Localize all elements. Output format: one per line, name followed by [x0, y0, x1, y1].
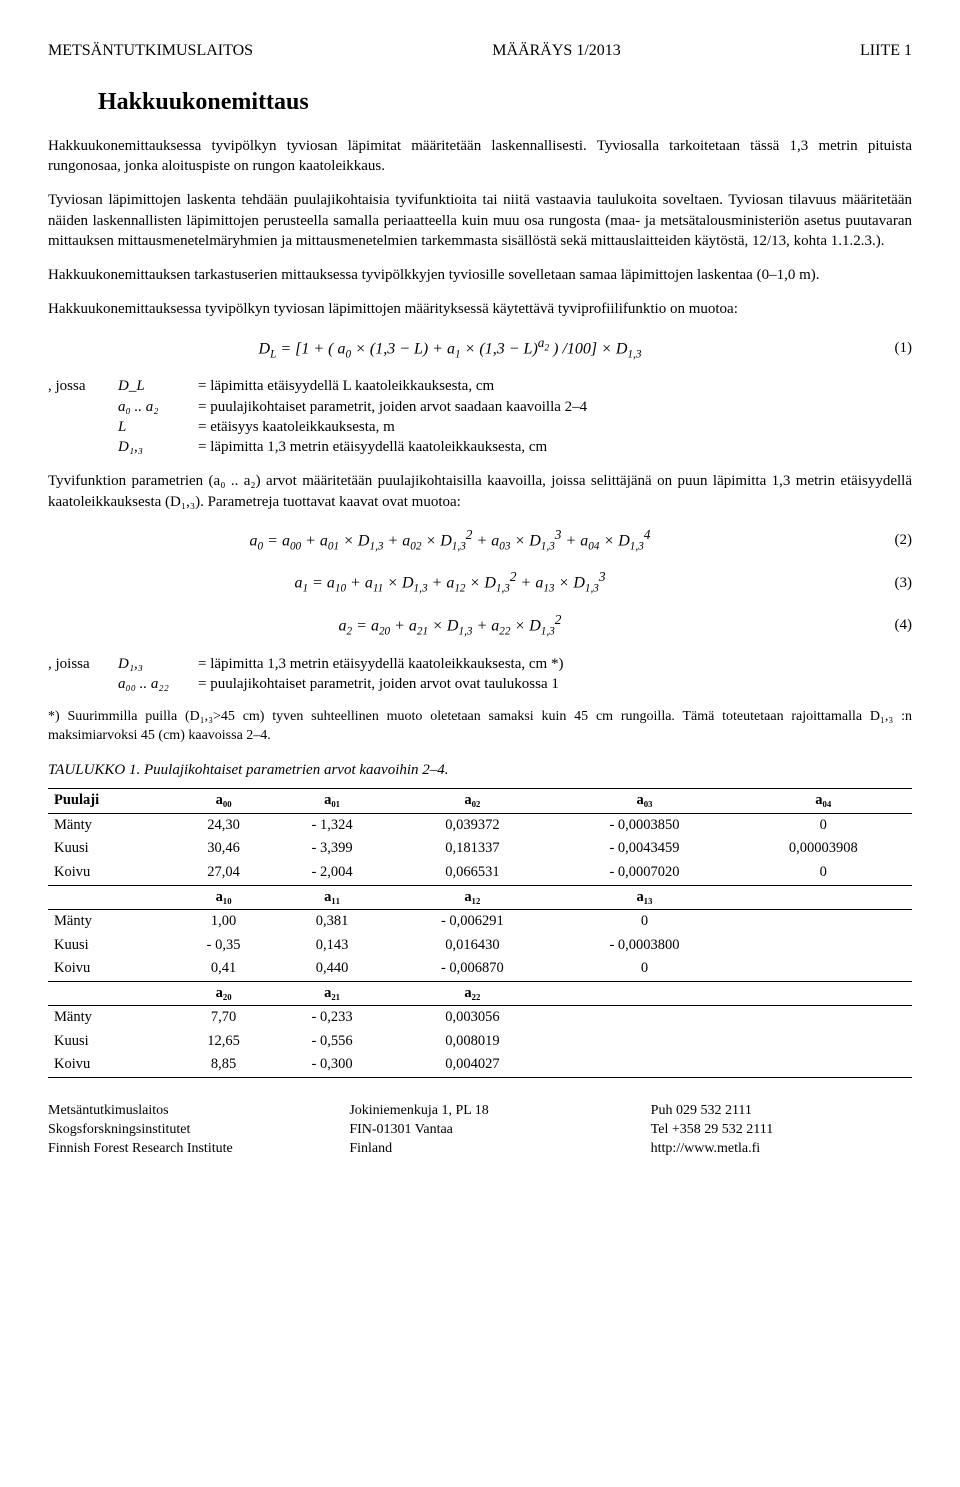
page-title: Hakkuukonemittaus — [98, 86, 912, 118]
table-row: Mänty24,30- 1,3240,039372- 0,00038500 — [48, 813, 912, 837]
table-row: Mänty7,70- 0,2330,003056 — [48, 1006, 912, 1030]
definitions-2: , joissa D₁,₃= läpimitta 1,3 metrin etäi… — [48, 654, 912, 695]
def-text: = puulajikohtaiset parametrit, joiden ar… — [198, 674, 912, 694]
table-caption: TAULUKKO 1. Puulajikohtaiset parametrien… — [48, 760, 912, 780]
formula-4-body: a2 = a20 + a21 × D1,3 + a22 × D1,32 — [48, 611, 852, 640]
paragraph-4: Hakkuukonemittauksessa tyvipölkyn tyvios… — [48, 299, 912, 319]
def-text: = puulajikohtaiset parametrit, joiden ar… — [198, 397, 912, 417]
def-lead-2: , joissa — [48, 654, 118, 695]
formula-1-body: DL = [1 + ( a0 × (1,3 − L) + a1 × (1,3 −… — [48, 334, 852, 363]
def-sym: L — [118, 417, 198, 437]
footer-col-1: Metsäntutkimuslaitos Skogsforskningsinst… — [48, 1102, 309, 1159]
def-sym: a₀₀ .. a₂₂ — [118, 674, 198, 694]
table-row: Koivu27,04- 2,0040,066531- 0,00070200 — [48, 861, 912, 885]
def-lead-1: , jossa — [48, 376, 118, 457]
page-footer: Metsäntutkimuslaitos Skogsforskningsinst… — [48, 1102, 912, 1159]
def-sym: D₁,₃ — [118, 654, 198, 674]
formula-2-body: a0 = a00 + a01 × D1,3 + a02 × D1,32 + a0… — [48, 526, 852, 555]
def-sym: a₀ .. a₂ — [118, 397, 198, 417]
formula-3-number: (3) — [852, 573, 912, 593]
table-row: Kuusi12,65- 0,5560,008019 — [48, 1030, 912, 1054]
formula-3-body: a1 = a10 + a11 × D1,3 + a12 × D1,32 + a1… — [48, 568, 852, 597]
table-row: Koivu8,85- 0,3000,004027 — [48, 1053, 912, 1077]
formula-2: a0 = a00 + a01 × D1,3 + a02 × D1,32 + a0… — [48, 526, 912, 555]
header-center: MÄÄRÄYS 1/2013 — [492, 40, 620, 62]
table-header-1: Puulaji a₀₀ a₀₁ a₀₂ a₀₃ a₀₄ — [48, 789, 912, 814]
paragraph-3: Hakkuukonemittauksen tarkastuserien mitt… — [48, 265, 912, 285]
formula-4: a2 = a20 + a21 × D1,3 + a22 × D1,32 (4) — [48, 611, 912, 640]
def-sym: D₁,₃ — [118, 437, 198, 457]
footer-col-3: Puh 029 532 2111 Tel +358 29 532 2111 ht… — [651, 1102, 912, 1159]
footer-col-2: Jokiniemenkuja 1, PL 18 FIN-01301 Vantaa… — [349, 1102, 610, 1159]
header-right: LIITE 1 — [860, 40, 912, 62]
formula-4-number: (4) — [852, 615, 912, 635]
def-text: = etäisyys kaatoleikkauksesta, m — [198, 417, 912, 437]
formula-1: DL = [1 + ( a0 × (1,3 − L) + a1 × (1,3 −… — [48, 334, 912, 363]
table-header-3: a₂₀ a₂₁ a₂₂ — [48, 981, 912, 1006]
formula-2-number: (2) — [852, 530, 912, 550]
table-header-2: a₁₀ a₁₁ a₁₂ a₁₃ — [48, 885, 912, 910]
table-row: Mänty1,000,381- 0,0062910 — [48, 910, 912, 934]
paragraph-5: Tyvifunktion parametrien (a₀ .. a₂) arvo… — [48, 471, 912, 512]
definitions-1: , jossa D_L= läpimitta etäisyydellä L ka… — [48, 376, 912, 457]
table-row: Koivu0,410,440- 0,0068700 — [48, 957, 912, 981]
paragraph-2: Tyviosan läpimittojen laskenta tehdään p… — [48, 190, 912, 251]
def-text: = läpimitta 1,3 metrin etäisyydellä kaat… — [198, 437, 912, 457]
paragraph-1: Hakkuukonemittauksessa tyvipölkyn tyvios… — [48, 136, 912, 177]
def-text: = läpimitta etäisyydellä L kaatoleikkauk… — [198, 376, 912, 396]
table-row: Kuusi30,46- 3,3990,181337- 0,00434590,00… — [48, 837, 912, 861]
page-header: METSÄNTUTKIMUSLAITOS MÄÄRÄYS 1/2013 LIIT… — [48, 40, 912, 62]
header-left: METSÄNTUTKIMUSLAITOS — [48, 40, 253, 62]
def-text: = läpimitta 1,3 metrin etäisyydellä kaat… — [198, 654, 912, 674]
def-sym: D_L — [118, 376, 198, 396]
formula-3: a1 = a10 + a11 × D1,3 + a12 × D1,32 + a1… — [48, 568, 912, 597]
footnote: *) Suurimmilla puilla (D₁,₃>45 cm) tyven… — [48, 708, 912, 746]
table-row: Kuusi- 0,350,1430,016430- 0,0003800 — [48, 934, 912, 958]
formula-1-number: (1) — [852, 338, 912, 358]
parameter-table: Puulaji a₀₀ a₀₁ a₀₂ a₀₃ a₀₄ Mänty24,30- … — [48, 788, 912, 1078]
